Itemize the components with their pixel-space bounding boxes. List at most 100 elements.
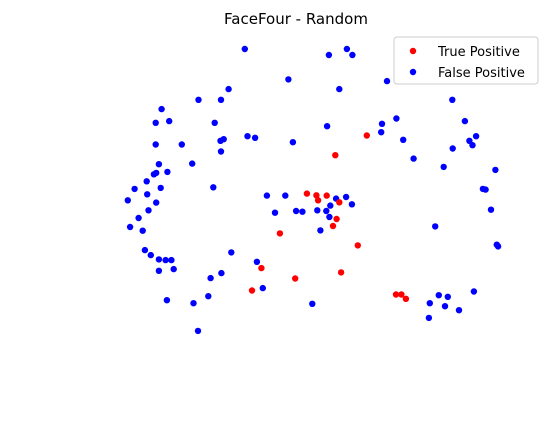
point-false-positive (327, 202, 334, 209)
point-false-positive (241, 45, 248, 53)
point-false-positive (152, 119, 159, 127)
point-false-positive (147, 251, 154, 259)
point-false-positive (259, 284, 266, 292)
point-false-positive (164, 168, 171, 176)
point-false-positive (444, 293, 451, 300)
point-false-positive (378, 129, 385, 136)
point-false-positive (217, 96, 225, 104)
point-false-positive (178, 141, 185, 148)
point-true-positive (323, 192, 330, 199)
point-true-positive (258, 264, 265, 272)
point-false-positive (282, 192, 289, 199)
series-true-positive (248, 132, 410, 302)
point-false-positive (426, 300, 433, 307)
point-false-positive (155, 267, 163, 274)
point-false-positive (323, 123, 331, 130)
point-false-positive (211, 119, 218, 127)
point-false-positive (432, 223, 439, 230)
point-false-positive (461, 117, 469, 125)
point-false-positive (309, 300, 316, 307)
point-false-positive (152, 141, 159, 148)
point-false-positive (205, 293, 212, 300)
point-false-positive (251, 134, 259, 141)
point-false-positive (244, 133, 251, 140)
point-false-positive (271, 209, 279, 216)
point-false-positive (378, 120, 386, 128)
point-false-positive (153, 199, 160, 206)
point-true-positive (292, 275, 299, 282)
point-false-positive (400, 136, 407, 143)
point-true-positive (303, 190, 311, 197)
point-true-positive (314, 197, 322, 204)
point-false-positive (348, 201, 356, 208)
point-false-positive (492, 166, 499, 174)
point-true-positive (398, 291, 405, 298)
point-false-positive (449, 96, 456, 104)
point-false-positive (126, 223, 134, 231)
point-false-positive (218, 269, 225, 277)
point-false-positive (487, 206, 495, 213)
point-false-positive (220, 136, 227, 143)
point-false-positive (131, 185, 138, 193)
point-false-positive (155, 161, 163, 168)
point-false-positive (145, 207, 152, 214)
legend: True Positive False Positive (393, 36, 539, 85)
point-true-positive (329, 222, 337, 230)
point-false-positive (455, 307, 463, 314)
point-false-positive (289, 139, 297, 146)
point-true-positive (332, 152, 339, 159)
point-false-positive (449, 145, 456, 152)
point-false-positive (472, 133, 480, 140)
chart-title: FaceFour - Random (224, 10, 368, 28)
point-true-positive (336, 199, 343, 206)
point-false-positive (410, 155, 417, 162)
point-false-positive (349, 51, 356, 59)
point-true-positive (313, 192, 320, 199)
point-false-positive (162, 256, 169, 264)
point-false-positive (292, 207, 300, 215)
point-false-positive (393, 115, 400, 122)
point-true-positive (402, 295, 410, 302)
legend-marker-true-positive (409, 47, 417, 55)
point-true-positive (363, 132, 370, 139)
point-false-positive (124, 197, 131, 204)
point-false-positive (441, 303, 449, 310)
point-false-positive (166, 117, 173, 125)
point-false-positive (323, 207, 330, 215)
point-true-positive (392, 291, 400, 298)
point-false-positive (195, 96, 202, 104)
point-false-positive (139, 227, 146, 234)
point-false-positive (170, 265, 177, 273)
point-false-positive (194, 327, 202, 335)
point-true-positive (276, 230, 284, 237)
point-false-positive (150, 171, 158, 178)
point-false-positive (285, 76, 292, 83)
point-false-positive (336, 85, 343, 93)
point-false-positive (207, 274, 214, 282)
point-false-positive (342, 193, 350, 201)
point-false-positive (469, 142, 476, 149)
point-false-positive (326, 213, 333, 221)
plot-area (124, 45, 502, 335)
point-false-positive (189, 160, 196, 167)
point-false-positive (217, 148, 225, 155)
point-false-positive (143, 178, 150, 185)
point-false-positive (210, 184, 217, 191)
point-false-positive (158, 105, 165, 113)
point-false-positive (144, 191, 151, 198)
legend-label-true-positive: True Positive (437, 45, 520, 60)
series-false-positive (124, 45, 502, 335)
point-false-positive (190, 300, 197, 307)
point-false-positive (482, 186, 489, 193)
legend-label-false-positive: False Positive (438, 66, 525, 81)
point-true-positive (333, 215, 340, 223)
point-false-positive (383, 77, 391, 85)
point-false-positive (155, 256, 163, 263)
point-false-positive (228, 249, 235, 256)
point-false-positive (299, 208, 306, 215)
point-false-positive (317, 227, 324, 234)
point-false-positive (253, 258, 261, 265)
point-false-positive (141, 246, 149, 254)
point-false-positive (343, 45, 351, 53)
